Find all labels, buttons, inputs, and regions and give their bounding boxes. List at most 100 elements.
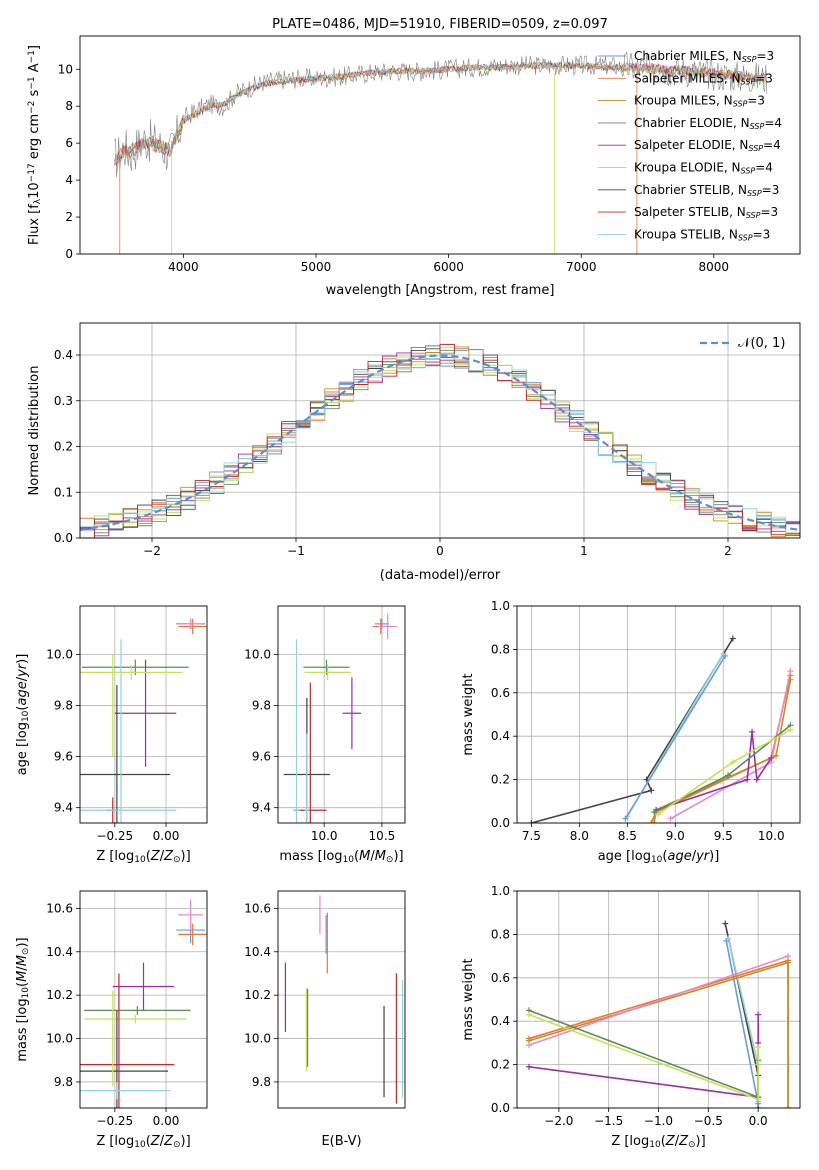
x-axis-label-part: ( [661,1134,666,1149]
y-axis-label: Normed distribution [27,366,42,496]
x-axis-label-part: age [log [598,849,651,864]
x-axis-label-part: ⊙ [173,855,181,865]
mass-weight-vs-z-ytick-label: 0.8 [491,927,510,941]
y-axis-label-part: age [log [15,722,30,775]
x-axis-label-part: Z [log [96,1134,134,1149]
mass-weight-vs-age-xtick-label: 9.0 [666,829,685,843]
age-vs-z-xtick-label: 0.00 [153,829,180,843]
mass-vs-z-ytick-label: 9.8 [54,1075,73,1089]
mass-weight-vs-age-ytick-label: 0.4 [491,729,510,743]
spectrum-xtick-label: 4000 [168,260,199,274]
mass-weight-vs-age-ytick-label: 1.0 [491,599,510,613]
mass-vs-z-plot-area [80,899,207,1108]
x-axis-label-part: M [359,849,370,864]
mass-vs-z-frame [79,890,208,1109]
y-axis-label-part: mass [log [15,998,30,1061]
age-vs-mass-xtick-label: 10.0 [311,829,338,843]
x-axis-label-part: 10 [134,1140,146,1150]
y-axis-label-part: −1 [27,50,37,63]
mass-vs-z-xtick-label: 0.00 [153,1114,180,1128]
mass-vs-z-ytick-label: 10.2 [46,988,73,1002]
mass-weight-vs-age-xtick-label: 8.0 [570,829,589,843]
legend-eq: =3 [753,227,771,241]
series-line-0 [531,638,734,823]
legend-sub: SSP [750,122,765,131]
x-axis-label-part: 10 [343,855,355,865]
y-axis-label-part: s [27,89,42,100]
y-axis-label-part: / [15,676,30,681]
x-axis-label-part: / [692,849,697,864]
y-axis-label-part: erg cm [27,114,42,163]
x-axis-label-part: / [160,1134,165,1149]
legend-label: Kroupa MILES, N [634,94,733,108]
legend-item: Salpeter ELODIE, NSSP=4 [634,138,781,153]
legend-label: Chabrier ELODIE, N [634,116,750,130]
x-axis-label-part: Z [150,849,161,864]
y-axis-label-part: 10 [27,182,42,199]
mass-weight-vs-z-ytick-label: 0.4 [491,1014,510,1028]
legend-eq: =3 [760,205,778,219]
x-axis-label-part: Z [163,1134,174,1149]
mass-vs-ebv-ytick-label: 10.6 [244,901,271,915]
x-axis-label-part: E(B-V) [321,1134,361,1149]
spectrum-ytick-label: 0 [65,247,73,261]
mass-weight-vs-z-xtick-label: −2.0 [544,1114,573,1128]
age-vs-z-ytick-label: 9.6 [54,750,73,764]
spectrum-plot-area [114,51,768,254]
series-line-4 [653,679,792,823]
legend-item: Kroupa STELIB, NSSP=3 [634,227,770,242]
residual-hist-xtick-label: −1 [287,544,305,558]
mass-vs-ebv-plot-area [284,895,404,1104]
mass-weight-vs-z-xtick-label: 0.0 [749,1114,768,1128]
legend-eq: =3 [762,183,780,197]
mass-weight-vs-age-xtick-label: 7.5 [522,829,541,843]
x-axis-label: E(B-V) [321,1134,361,1149]
x-axis-label-part: age [667,849,691,864]
y-axis-label: age [log10(age/yr)] [15,654,31,776]
legend-sub: SSP [746,211,761,220]
y-axis-label-part: )] [15,654,30,664]
age-vs-z-ytick-label: 9.4 [54,801,73,815]
chart-title: PLATE=0486, MJD=51910, FIBERID=0509, z=0… [272,17,608,32]
spectrum-frame [79,35,801,255]
mass-weight-vs-z-ytick-label: 1.0 [491,884,510,898]
legend-item: Salpeter MILES, NSSP=3 [634,71,773,86]
x-axis-label-part: )] [393,849,403,864]
series-line-8 [528,1013,759,1101]
residual-hist-ytick-label: 0.0 [54,531,73,545]
y-axis-label-part: M [15,971,30,982]
mass-weight-vs-age-xtick-label: 8.5 [618,829,637,843]
x-axis-label-part: mass [log [279,849,342,864]
y-axis-label: mass weight [461,958,476,1040]
age-vs-z-chart: −0.25 0.009.49.69.810.0Z [log10(Z/Z⊙)]age… [15,605,208,865]
x-axis-label-part: Z [163,849,174,864]
mass-vs-ebv-ytick-label: 10.2 [244,988,271,1002]
series-line-3 [650,675,792,823]
spectrum-ytick-label: 2 [65,210,73,224]
legend-label: Kroupa STELIB, N [634,227,738,241]
legend-sub: SSP [748,144,763,153]
legend-item: Kroupa ELODIE, NSSP=4 [634,161,773,176]
mass-weight-vs-z-ytick-label: 0.6 [491,971,510,985]
y-axis-label-part: )] [15,937,30,947]
legend-eq: =4 [755,161,773,175]
series-line-6 [655,731,772,811]
y-axis-label-part: A [27,63,42,76]
model-spectrum-4 [114,61,767,164]
legend-label: Salpeter ELODIE, N [634,138,748,152]
spectrum-chart: PLATE=0486, MJD=51910, FIBERID=0509, z=0… [27,17,801,298]
x-axis-label: Z [log10(Z/Z⊙)] [96,1134,190,1150]
x-axis-label-part: )] [696,1134,706,1149]
mass-vs-z-ytick-label: 10.6 [46,901,73,915]
series-line-2 [725,940,759,1104]
mass-weight-vs-age-ytick-label: 0.0 [491,816,510,830]
y-axis-label-part: age [15,681,30,705]
x-axis-label-part: )] [181,1134,191,1149]
mass-vs-z-ytick-label: 10.4 [46,945,73,959]
x-axis-label-part: ( [146,849,151,864]
residual-hist-xtick-label: 0 [436,544,444,558]
x-axis-label-part: Z [log [611,1134,649,1149]
x-axis-label-part: yr [695,849,711,864]
mass-weight-vs-z-xtick-label: −0.5 [694,1114,723,1128]
